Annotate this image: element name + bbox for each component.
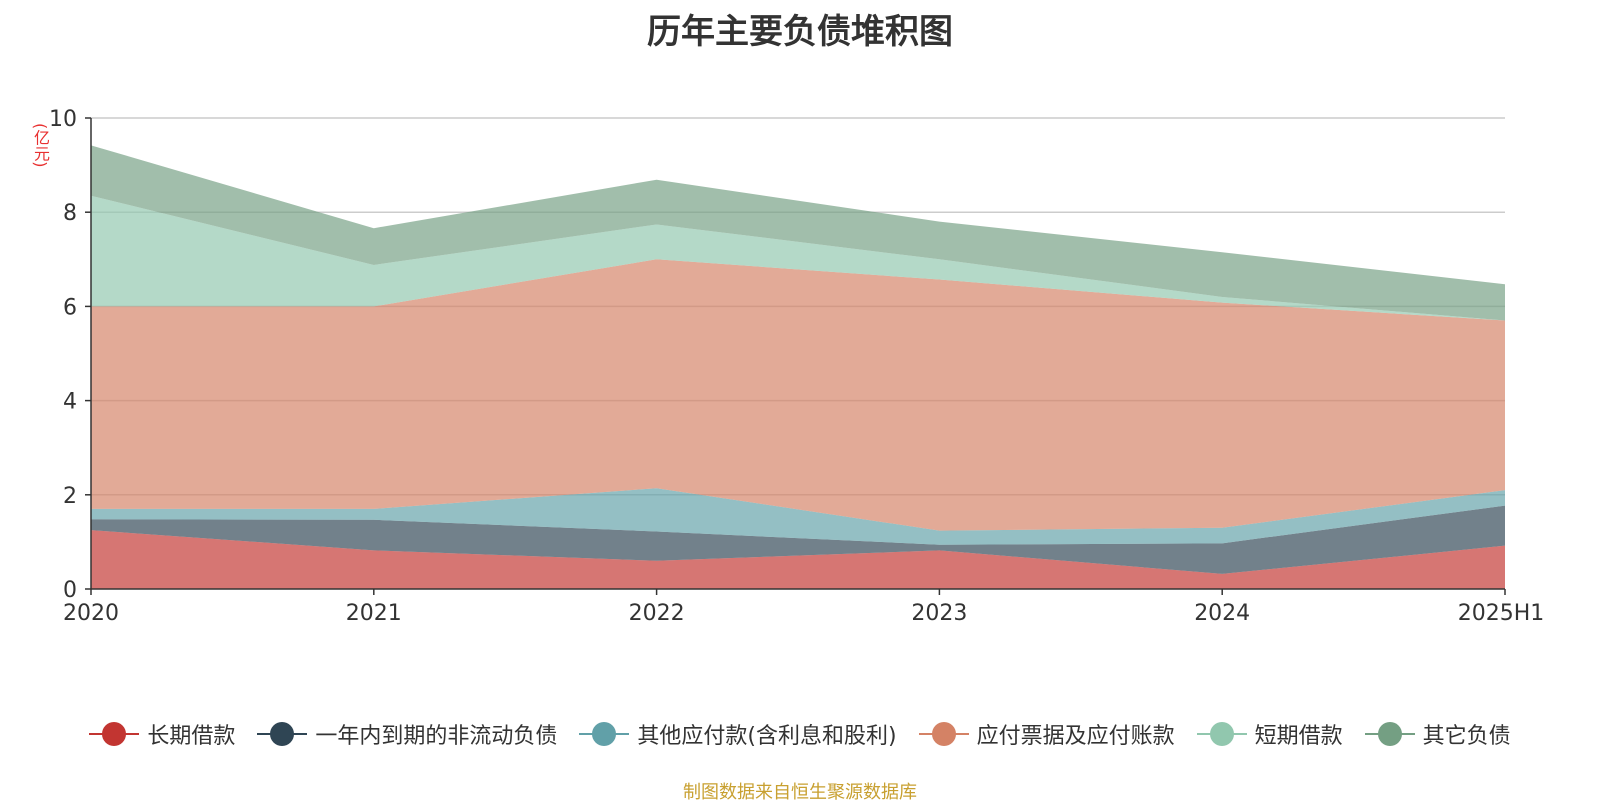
y-tick-label: 4 bbox=[63, 390, 77, 415]
legend-marker-icon bbox=[89, 722, 140, 746]
legend-item[interactable]: 一年内到期的非流动负债 bbox=[257, 718, 557, 750]
area-其他应付款(含利息和股利) bbox=[91, 488, 1505, 545]
area-series bbox=[91, 145, 1505, 589]
y-tick-label: 6 bbox=[63, 295, 77, 320]
legend-label: 其他应付款(含利息和股利) bbox=[637, 724, 897, 749]
area-应付票据及应付账款 bbox=[91, 259, 1505, 531]
x-tick-label: 2021 bbox=[346, 601, 402, 626]
area-一年内到期的非流动负债 bbox=[91, 505, 1505, 574]
legend-label: 其它负债 bbox=[1422, 724, 1511, 749]
area-短期借款 bbox=[91, 195, 1505, 321]
legend-label: 一年内到期的非流动负债 bbox=[315, 724, 558, 749]
legend-label: 应付票据及应付账款 bbox=[976, 724, 1175, 749]
area-其它负债 bbox=[91, 145, 1505, 321]
legend-item[interactable]: 应付票据及应付账款 bbox=[918, 718, 1175, 750]
y-tick-label: 2 bbox=[63, 484, 77, 509]
x-tick-label: 2023 bbox=[911, 601, 967, 626]
legend-marker-icon bbox=[918, 722, 969, 746]
x-tick-label: 2022 bbox=[629, 601, 685, 626]
area-长期借款 bbox=[91, 530, 1505, 589]
legend-item[interactable]: 长期借款 bbox=[89, 718, 235, 750]
y-tick-label: 10 bbox=[49, 107, 77, 132]
chart-title: 历年主要负债堆积图 bbox=[647, 12, 953, 52]
legend-item[interactable]: 短期借款 bbox=[1196, 718, 1343, 750]
y-tick-label: 8 bbox=[63, 201, 77, 226]
y-tick-label: 0 bbox=[63, 578, 77, 603]
legend: 长期借款 一年内到期的非流动负债 其他应付款(含利息和股利) 应付票据及应付账款 短期借… bbox=[0, 718, 1600, 750]
x-tick-label: 2025H1 bbox=[1458, 601, 1545, 626]
legend-item[interactable]: 其他应付款(含利息和股利) bbox=[579, 718, 897, 750]
axes: 0 2 4 6 8 10 2020 2021 2022 2023 2024 2025H1 bbox=[49, 107, 1544, 626]
x-tick-label: 2024 bbox=[1194, 601, 1250, 626]
legend-marker-icon bbox=[579, 722, 630, 746]
x-tick-label: 2020 bbox=[63, 601, 119, 626]
y-axis-unit-label: (亿元) bbox=[31, 122, 50, 168]
legend-item[interactable]: 其它负债 bbox=[1364, 718, 1511, 750]
legend-label: 短期借款 bbox=[1254, 724, 1343, 749]
data-source-note: 制图数据来自恒生聚源数据库 bbox=[683, 782, 917, 800]
legend-marker-icon bbox=[257, 722, 308, 746]
legend-marker-icon bbox=[1196, 722, 1247, 746]
legend-marker-icon bbox=[1364, 722, 1415, 746]
legend-label: 长期借款 bbox=[147, 724, 236, 749]
